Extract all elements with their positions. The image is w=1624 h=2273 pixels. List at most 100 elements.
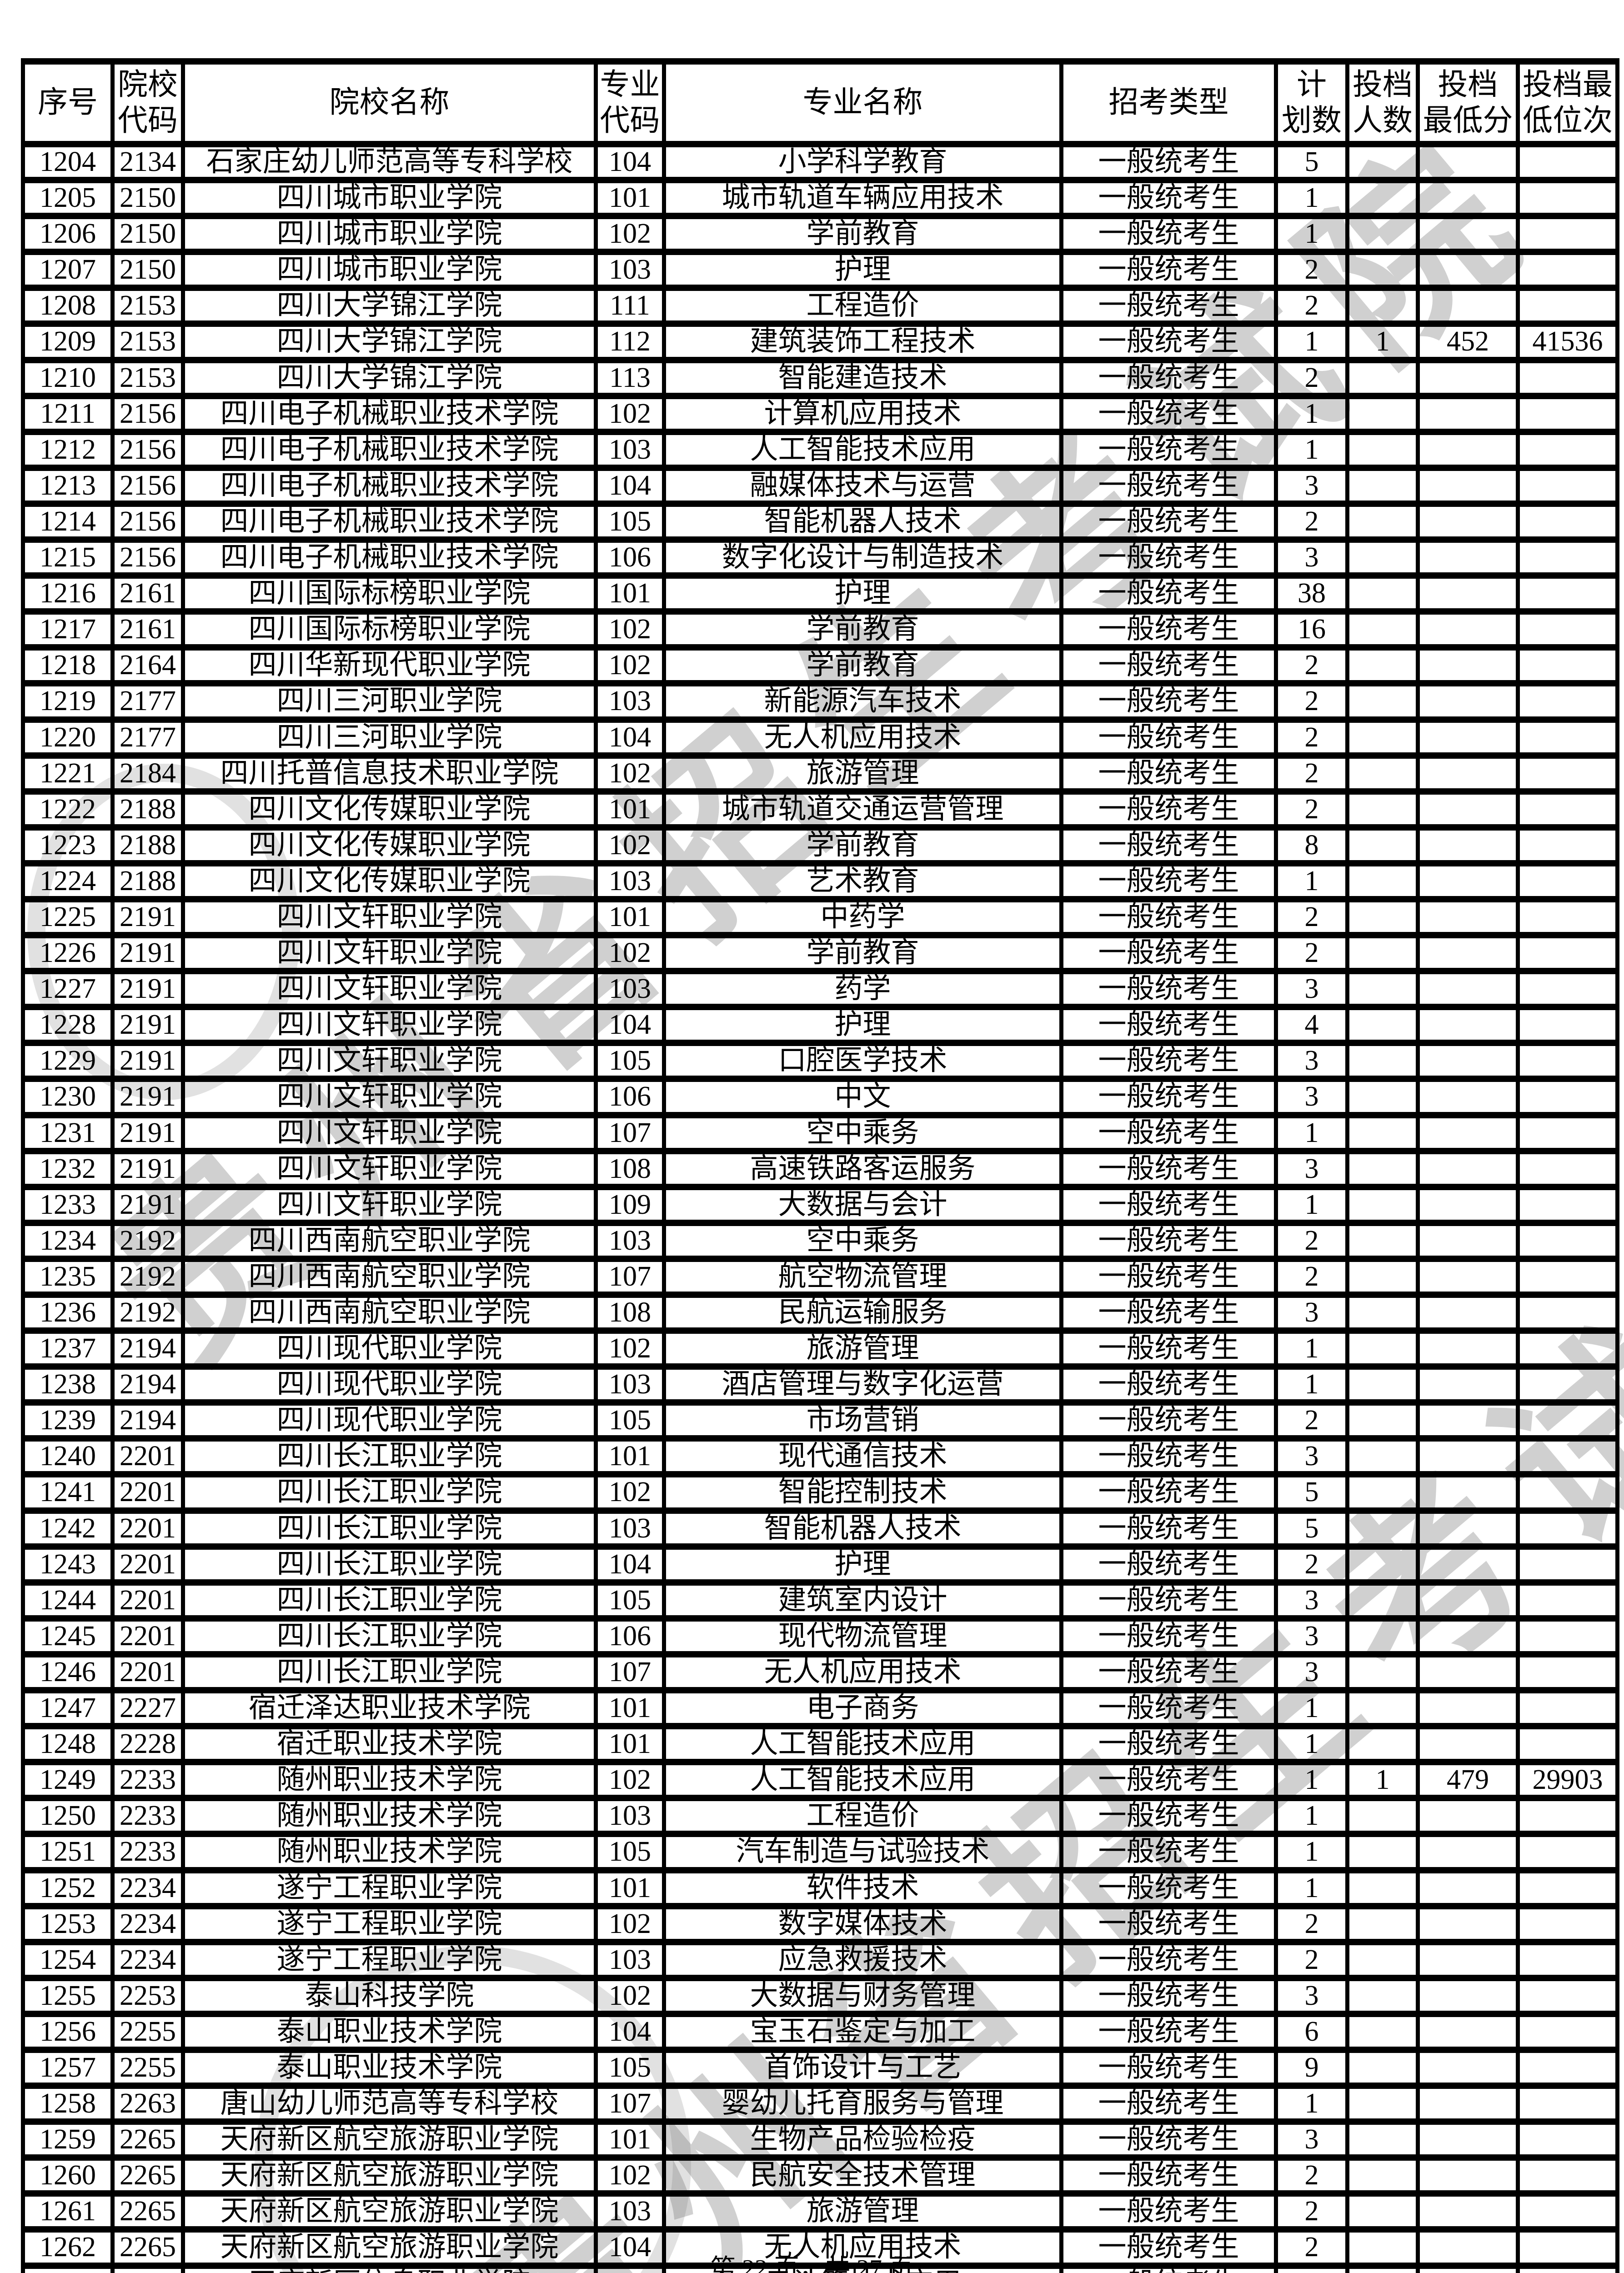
cell-min_score (1416, 1795, 1520, 1837)
table-row: 1212 2156 四川电子机械职业技术学院 103 人工智能技术应用 一般统考生 1 (21, 428, 1619, 471)
table-row: 1257 2255 泰山职业技术学院 105 首饰设计与工艺 一般统考生 9 (21, 2046, 1619, 2089)
cell-min_score (1416, 1147, 1520, 1190)
cell-major_name: 智能机器人技术 (662, 1507, 1063, 1550)
cell-major_name: 人工智能技术应用 (662, 1759, 1063, 1802)
cell-exam_type: 一般统考生 (1059, 2190, 1278, 2233)
cell-min_rank (1516, 2083, 1619, 2125)
cell-min_rank (1516, 1219, 1619, 1262)
cell-min_score (1416, 2010, 1520, 2053)
cell-min_score (1416, 932, 1520, 975)
cell-school_code: 2253 (110, 1974, 185, 2017)
cell-school_code: 2191 (110, 1040, 185, 1082)
cell-min_score (1416, 1938, 1520, 1981)
cell-major_name: 城市轨道交通运营管理 (662, 788, 1063, 831)
cell-min_score (1416, 1219, 1520, 1262)
cell-no: 1216 (21, 572, 115, 615)
cell-major_code: 103 (594, 1507, 666, 1550)
cell-no: 1232 (21, 1147, 115, 1190)
cell-min_rank (1516, 2118, 1619, 2161)
cell-min_score (1416, 1903, 1520, 1945)
cell-filed_count (1345, 1111, 1420, 1154)
cell-no: 1219 (21, 680, 115, 723)
cell-exam_type: 一般统考生 (1059, 1291, 1278, 1334)
cell-major_code: 101 (594, 572, 666, 615)
cell-exam_type: 一般统考生 (1059, 1723, 1278, 1766)
cell-school_name: 四川电子机械职业技术学院 (181, 536, 598, 579)
table-row: 1259 2265 天府新区航空旅游职业学院 101 生物产品检验检疫 一般统考生 3 (21, 2118, 1619, 2161)
table-header: 序号 院校 代码 院校名称 专业 代码 专业名称 招考类型计划数 投档 人数 投档 最低分 投档最 低位次 (21, 58, 1619, 147)
cell-major_name: 智能机器人技术 (662, 500, 1063, 543)
cell-exam_type: 一般统考生 (1059, 1399, 1278, 1442)
cell-no: 1262 (21, 2226, 115, 2269)
cell-major_code: 104 (594, 716, 666, 759)
cell-plan_count: 2 (1274, 2226, 1349, 2269)
cell-min_score (1416, 2154, 1520, 2197)
cell-filed_count (1345, 285, 1420, 327)
cell-school_name: 宿迁泽达职业技术学院 (181, 1687, 598, 1730)
cell-no: 1250 (21, 1795, 115, 1837)
cell-plan_count: 5 (1274, 1507, 1349, 1550)
cell-filed_count (1345, 968, 1420, 1011)
cell-school_code: 2234 (110, 1867, 185, 1909)
cell-plan_count: 5 (1274, 1471, 1349, 1514)
cell-exam_type: 一般统考生 (1059, 1219, 1278, 1262)
cell-plan_count: 3 (1274, 1651, 1349, 1694)
cell-min_rank: 29903 (1516, 1759, 1619, 1802)
table-row: 1209 2153 四川大学锦江学院 112 建筑装饰工程技术 一般统考生 1 1 452 415… (21, 320, 1619, 363)
cell-major_name: 数字媒体技术 (662, 1903, 1063, 1945)
cell-school_name: 四川长江职业学院 (181, 1507, 598, 1550)
cell-min_score (1416, 249, 1520, 291)
cell-major_name: 工程造价 (662, 1795, 1063, 1837)
cell-major_code: 105 (594, 1399, 666, 1442)
cell-major_code: 102 (594, 213, 666, 255)
cell-school_code: 2265 (110, 2154, 185, 2197)
cell-exam_type: 一般统考生 (1059, 2226, 1278, 2269)
cell-filed_count (1345, 1471, 1420, 1514)
cell-filed_count (1345, 1687, 1420, 1730)
cell-no: 1228 (21, 1004, 115, 1046)
cell-school_name: 四川文轩职业学院 (181, 968, 598, 1011)
cell-plan_count: 2 (1274, 752, 1349, 795)
table-row: 1261 2265 天府新区航空旅游职业学院 103 旅游管理 一般统考生 2 (21, 2190, 1619, 2233)
cell-school_code: 2233 (110, 1831, 185, 1873)
cell-filed_count (1345, 1040, 1420, 1082)
cell-filed_count (1345, 1363, 1420, 1406)
cell-min_score (1416, 1363, 1520, 1406)
cell-min_rank (1516, 213, 1619, 255)
cell-school_code: 2233 (110, 1795, 185, 1837)
cell-school_name: 四川文轩职业学院 (181, 1076, 598, 1118)
table-row: 1205 2150 四川城市职业学院 101 城市轨道车辆应用技术 一般统考生 1 (21, 177, 1619, 220)
cell-min_score (1416, 1004, 1520, 1046)
cell-plan_count: 1 (1274, 1183, 1349, 1226)
cell-min_score (1416, 608, 1520, 651)
cell-major_name: 汽车制造与试验技术 (662, 1831, 1063, 1873)
table-row: 1216 2161 四川国际标榜职业学院 101 护理 一般统考生 38 (21, 572, 1619, 615)
cell-exam_type: 一般统考生 (1059, 2118, 1278, 2161)
cell-major_code: 105 (594, 2046, 666, 2089)
cell-plan_count: 2 (1274, 1938, 1349, 1981)
cell-min_rank (1516, 788, 1619, 831)
cell-major_name: 建筑室内设计 (662, 1579, 1063, 1622)
cell-plan_count: 1 (1274, 1111, 1349, 1154)
cell-min_rank (1516, 536, 1619, 579)
cell-major_name: 酒店管理与数字化运营 (662, 1363, 1063, 1406)
cell-school_code: 2188 (110, 860, 185, 902)
cell-exam_type: 一般统考生 (1059, 140, 1278, 184)
cell-no: 1239 (21, 1399, 115, 1442)
cell-school_name: 四川大学锦江学院 (181, 285, 598, 327)
cell-min_rank: 41536 (1516, 320, 1619, 363)
cell-filed_count (1345, 2010, 1420, 2053)
cell-exam_type: 一般统考生 (1059, 824, 1278, 866)
cell-min_score (1416, 680, 1520, 723)
cell-school_code: 2201 (110, 1615, 185, 1657)
cell-filed_count (1345, 1867, 1420, 1909)
cell-school_name: 四川文化传媒职业学院 (181, 824, 598, 866)
cell-school_code: 2194 (110, 1363, 185, 1406)
cell-no: 1252 (21, 1867, 115, 1909)
cell-min_score (1416, 1435, 1520, 1478)
cell-major_code: 101 (594, 177, 666, 220)
cell-filed_count (1345, 2083, 1420, 2125)
cell-min_score (1416, 1399, 1520, 1442)
cell-exam_type: 一般统考生 (1059, 1147, 1278, 1190)
